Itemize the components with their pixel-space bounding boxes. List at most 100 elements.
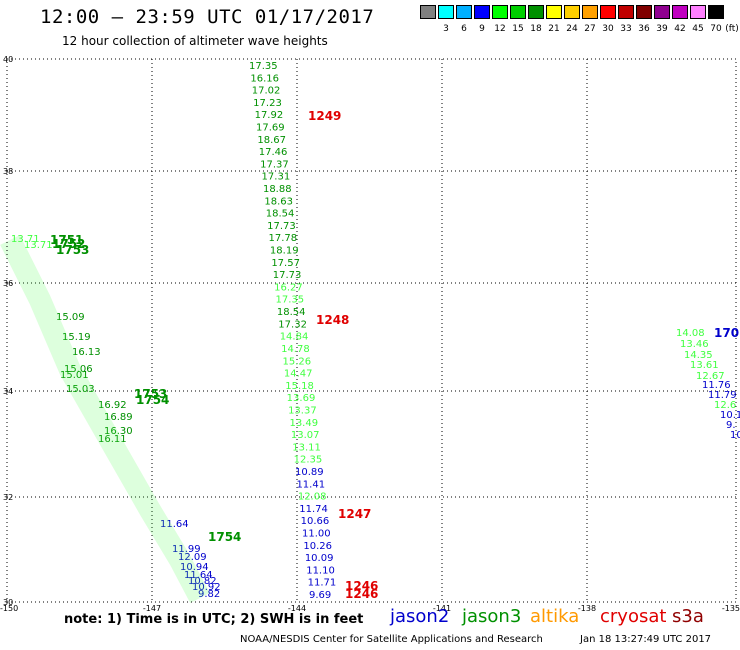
credit-text: NOAA/NESDIS Center for Satellite Applica… xyxy=(240,634,543,645)
swh-label-track-a: 14.78 xyxy=(281,344,310,355)
scale-swatch xyxy=(600,5,616,19)
swh-label-track-a: 17.35 xyxy=(249,61,278,72)
swh-label-track-a: 15.18 xyxy=(285,381,314,392)
swh-label-track-a: 18.54 xyxy=(277,307,306,318)
swh-label-track-b: 16.30 xyxy=(104,426,133,437)
scale-swatch xyxy=(582,5,598,19)
swh-label-track-b: 15.09 xyxy=(56,312,85,323)
time-label-track-b: 1753 xyxy=(56,243,89,257)
swh-label-track-a: 17.23 xyxy=(253,98,282,109)
scale-swatch xyxy=(492,5,508,19)
swh-label-track-b: 15.19 xyxy=(62,332,91,343)
swh-label-track-a: 9.69 xyxy=(309,590,331,601)
scale-swatch xyxy=(438,5,454,19)
swh-label-track-b: 11.64 xyxy=(160,519,189,530)
swh-label-track-a: 14.47 xyxy=(284,369,313,380)
scale-swatch xyxy=(456,5,472,19)
swh-label-track-a: 18.54 xyxy=(266,209,295,220)
swh-label-track-a: 11.00 xyxy=(302,528,331,539)
time-label-track-b: 1754 xyxy=(208,530,241,544)
swh-label-track-a: 11.41 xyxy=(296,479,325,490)
swh-label-track-c: 12.67 xyxy=(696,371,725,382)
time-label-track-b: 1754 xyxy=(136,393,169,407)
swh-label-track-c: 11.76 xyxy=(702,380,731,391)
swh-label-track-a: 11.10 xyxy=(306,565,335,576)
scale-label: 30 xyxy=(602,24,614,34)
map-title: 12:00 — 23:59 UTC 01/17/2017 xyxy=(40,6,375,28)
swh-label-track-a: 10.26 xyxy=(303,541,332,552)
swh-label-track-a: 10.66 xyxy=(301,516,330,527)
swh-label-track-a: 17.78 xyxy=(269,233,298,244)
scale-label: 9 xyxy=(479,24,485,34)
swh-label-track-c: 13.61 xyxy=(690,360,719,371)
swh-label-track-a: 13.07 xyxy=(291,430,320,441)
swh-label-track-c: 11.79 xyxy=(708,390,737,401)
scale-unit: (ft) xyxy=(725,24,739,34)
swh-label-track-a: 10.89 xyxy=(295,467,324,478)
swh-label-track-a: 10.09 xyxy=(305,553,334,564)
lon-tick-label: -138 xyxy=(578,604,596,613)
time-label-track-a: 1249 xyxy=(308,109,341,123)
swh-label-track-a: 13.49 xyxy=(289,418,318,429)
swh-label-track-b: 15.03 xyxy=(66,384,95,395)
lon-tick-label: -141 xyxy=(433,604,451,613)
swh-label-track-a: 17.31 xyxy=(262,172,291,183)
swh-label-track-a: 17.46 xyxy=(259,147,288,158)
scale-swatch xyxy=(564,5,580,19)
swh-label-track-b: 16.11 xyxy=(98,434,127,445)
swh-label-track-b: 9.82 xyxy=(198,589,220,600)
lon-tick-label: -144 xyxy=(288,604,306,613)
lat-tick-label: 32 xyxy=(3,493,13,502)
time-label-track-a: 1248 xyxy=(316,313,349,327)
scale-label: 27 xyxy=(584,24,596,34)
swh-label-track-a: 17.57 xyxy=(271,258,300,269)
swh-label-track-c: 10 xyxy=(730,430,740,441)
swh-label-track-a: 17.35 xyxy=(276,295,305,306)
swh-label-track-a: 13.11 xyxy=(292,442,321,453)
swh-label-track-c: 14.35 xyxy=(684,350,713,361)
scale-label: 33 xyxy=(620,24,632,34)
scale-swatch xyxy=(546,5,562,19)
swh-label-track-c: 13.46 xyxy=(680,339,709,350)
track-b-swath xyxy=(0,235,210,604)
swh-label-track-a: 13.37 xyxy=(288,405,317,416)
time-label-track-a: 1247 xyxy=(338,507,371,521)
swh-label-track-a: 16.27 xyxy=(274,282,303,293)
swh-label-track-b: 11.99 xyxy=(172,544,201,555)
swh-label-track-a: 14.84 xyxy=(280,332,309,343)
swh-label-track-b: 10.82 xyxy=(188,576,217,587)
time-label-track-b: 1752 xyxy=(52,237,85,251)
swh-label-track-b: 16.13 xyxy=(72,347,101,358)
swh-label-track-a: 16.16 xyxy=(250,73,279,84)
swh-label-track-c: 14.08 xyxy=(676,328,705,339)
swh-label-track-c: 9. xyxy=(726,420,736,431)
swh-label-track-a: 17.92 xyxy=(255,110,284,121)
scale-swatch xyxy=(636,5,652,19)
swh-label-track-a: 17.02 xyxy=(252,86,281,97)
map-subtitle: 12 hour collection of altimeter wave hei… xyxy=(62,34,328,48)
swh-label-track-b: 13.71 xyxy=(24,240,53,251)
swh-label-track-c: 10.1 xyxy=(720,410,740,421)
time-label-track-b: 1751 xyxy=(50,233,83,247)
time-label-track-a: 1246 xyxy=(345,587,378,601)
scale-swatch xyxy=(510,5,526,19)
scale-label: 39 xyxy=(656,24,668,34)
swh-label-track-a: 18.19 xyxy=(270,246,299,257)
scale-label: 21 xyxy=(548,24,560,34)
scale-label: 24 xyxy=(566,24,578,34)
scale-label: 3 xyxy=(443,24,449,34)
scale-swatch xyxy=(528,5,544,19)
swh-label-track-a: 17.73 xyxy=(267,221,296,232)
units-note: note: 1) Time is in UTC; 2) SWH is in fe… xyxy=(64,612,364,627)
swh-label-track-b: 16.92 xyxy=(98,400,127,411)
swh-label-track-a: 15.26 xyxy=(282,356,311,367)
scale-swatch xyxy=(708,5,724,19)
swh-label-track-a: 17.37 xyxy=(260,159,289,170)
swh-label-track-b: 12.09 xyxy=(178,552,207,563)
lat-tick-label: 34 xyxy=(3,387,13,396)
scale-swatch xyxy=(618,5,634,19)
swh-label-track-b: 15.01 xyxy=(60,370,89,381)
lon-tick-label: -135 xyxy=(722,604,740,613)
scale-label: 6 xyxy=(461,24,467,34)
lat-tick-label: 30 xyxy=(3,598,13,607)
